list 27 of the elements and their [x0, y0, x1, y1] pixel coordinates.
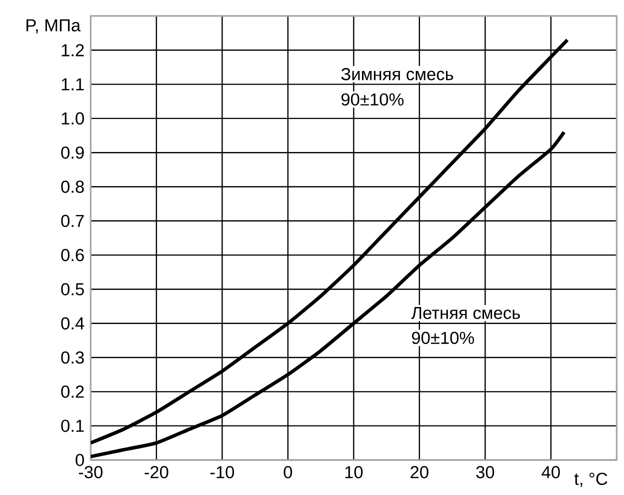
y-tick-label: 0.7	[61, 214, 84, 228]
x-axis-title: t, °C	[574, 472, 608, 488]
y-tick-label: 0.4	[61, 317, 84, 330]
annotation: Летняя смесь	[411, 307, 520, 320]
y-tick-label: 0.9	[61, 146, 84, 159]
annotation: 90±10%	[412, 332, 474, 344]
x-tick-label: -30	[78, 466, 103, 478]
annotation: Зимняя смесь	[341, 68, 454, 80]
x-tick-label: 30	[476, 466, 494, 478]
y-tick-label: 0.1	[61, 420, 84, 432]
annotation: 90±10%	[341, 93, 404, 106]
x-tick-label: -10	[210, 466, 234, 478]
y-tick-label: 1.2	[62, 44, 84, 56]
x-tick-label: 40	[542, 466, 560, 478]
y-tick-label: 0.5	[61, 283, 84, 296]
y-axis-title: P, МПа	[26, 20, 81, 34]
y-tick-label: 0	[76, 454, 84, 466]
x-tick-label: 10	[345, 466, 363, 478]
y-tick-label: 0.8	[61, 180, 84, 194]
y-tick-label: 0.3	[61, 352, 84, 364]
x-tick-label: 20	[410, 466, 428, 478]
x-tick-label: 0	[284, 466, 292, 478]
y-tick-label: 1.0	[62, 112, 84, 125]
x-tick-label: -20	[144, 466, 168, 478]
y-tick-label: 0.6	[61, 249, 84, 262]
y-tick-label: 0.2	[61, 386, 84, 398]
y-tick-label: 1.1	[62, 78, 84, 90]
